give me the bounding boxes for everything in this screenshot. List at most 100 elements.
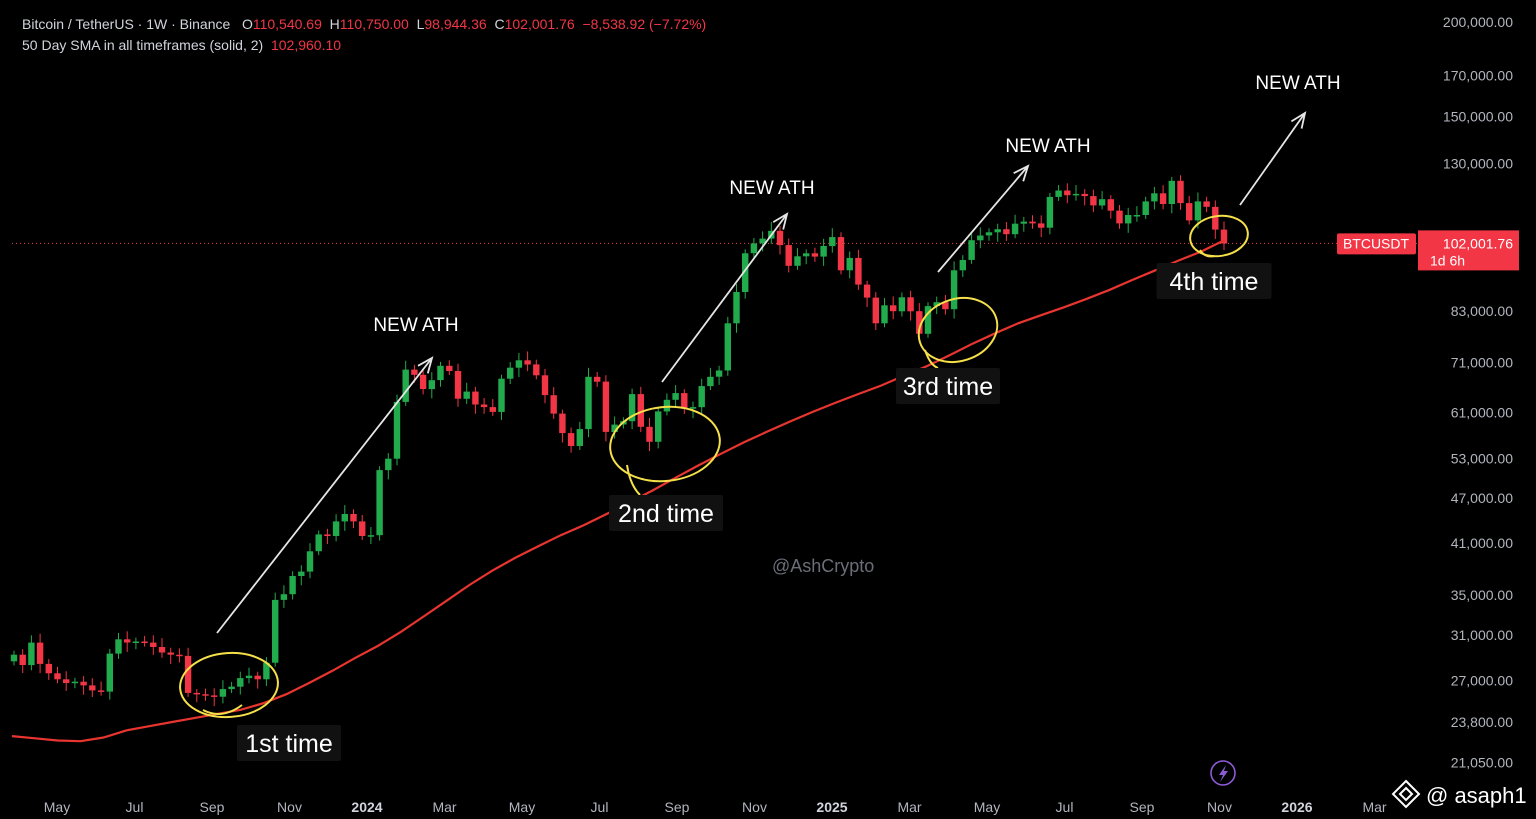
price-axis[interactable]: 200,000.00 170,000.00 150,000.00 130,000.00… <box>1443 14 1513 770</box>
price-tick-label: 21,050.00 <box>1451 754 1513 770</box>
candle-body <box>672 393 679 400</box>
candle-body <box>80 681 87 686</box>
candle-body <box>872 297 879 324</box>
bar-countdown: 1d 6h <box>1430 252 1465 268</box>
candle-body <box>933 302 940 307</box>
touch-label-bg <box>1156 263 1272 299</box>
candle-body <box>559 413 566 434</box>
candle-body <box>463 391 470 399</box>
candle-body <box>533 364 540 376</box>
low-value: 98,944.36 <box>424 16 487 32</box>
candle-body <box>811 253 819 257</box>
candle-body <box>1186 203 1193 221</box>
candle-body <box>10 654 18 662</box>
candle-body <box>1203 201 1210 207</box>
arrow-head <box>772 212 789 230</box>
candle-body <box>54 673 61 680</box>
candle-body <box>594 376 601 382</box>
touch-circle-tail <box>202 704 243 715</box>
arrow-shaft <box>216 357 433 634</box>
touch-circle <box>917 297 999 363</box>
touch-label: 2nd time <box>618 500 714 528</box>
candle-body <box>480 404 488 408</box>
candle-body <box>750 243 758 254</box>
time-tick-label: 2025 <box>816 799 847 815</box>
candle-body <box>184 655 192 693</box>
candle-body <box>176 654 183 657</box>
candle-body <box>498 378 505 412</box>
price-tick-label: 41,000.00 <box>1451 535 1513 551</box>
candle-body <box>115 639 122 654</box>
candle-body <box>428 380 435 390</box>
candle-body <box>785 245 792 266</box>
candle-body <box>959 260 966 271</box>
indicator-legend[interactable]: 50 Day SMA in all timeframes (solid, 2) … <box>22 37 341 53</box>
time-tick-label: Mar <box>1362 799 1386 815</box>
candle-body <box>419 374 427 389</box>
candle-body <box>1168 180 1175 204</box>
candle-body <box>1020 221 1027 224</box>
high-value: 110,750.00 <box>339 16 409 32</box>
candle-body <box>150 642 157 647</box>
candle-body <box>724 323 731 371</box>
candle-body <box>167 652 174 655</box>
symbol-tag <box>1337 233 1416 255</box>
candle-body <box>1029 221 1036 224</box>
new-ath-label: NEW ATH <box>373 315 458 336</box>
candle-body <box>1064 190 1071 196</box>
candle-body <box>698 386 705 408</box>
candle-body <box>202 694 209 696</box>
candle-body <box>733 292 740 324</box>
candle-body <box>385 458 392 471</box>
candle-body <box>742 253 749 292</box>
candle-body <box>237 678 244 687</box>
candle-body <box>1151 193 1158 202</box>
candle-body <box>855 257 862 285</box>
candle-body <box>1125 215 1132 224</box>
candle-body <box>524 360 531 365</box>
candle-body <box>942 302 949 310</box>
candle-body <box>97 690 105 692</box>
candle-body <box>324 534 331 536</box>
time-tick-label: May <box>974 799 1000 815</box>
time-tick-label: Nov <box>742 799 767 815</box>
candle-body <box>924 306 932 334</box>
touch-circle <box>179 651 279 719</box>
touch-circle-tail <box>1199 249 1215 258</box>
candle-body <box>611 424 618 432</box>
candle-body <box>272 599 279 663</box>
lightning-icon[interactable] <box>1210 760 1236 786</box>
candle-body <box>367 535 375 537</box>
time-tick-label: 2026 <box>1281 799 1312 815</box>
arrow-head <box>1013 164 1030 182</box>
open-value: 110,540.69 <box>252 16 322 32</box>
candle-body <box>341 514 348 522</box>
candle-body <box>846 257 853 271</box>
candle-body <box>898 297 906 312</box>
annotations: NEW ATH NEW ATH NEW ATH NEW ATH 1st time 2nd … <box>179 73 1341 761</box>
close-value: 102,001.76 <box>504 16 575 32</box>
candle-body <box>994 229 1001 233</box>
candle-body <box>1194 201 1202 221</box>
price-tick-label: 27,000.00 <box>1451 673 1513 689</box>
time-axis[interactable]: May Jul Sep Nov 2024 Mar May Jul Sep Nov 2025 Mar Ma… <box>44 799 1387 815</box>
candle-body <box>472 391 479 405</box>
time-tick-label: Nov <box>277 799 302 815</box>
candle-body <box>646 426 653 442</box>
candle-body <box>515 360 523 368</box>
touch-label-bg <box>237 725 341 761</box>
candle-body <box>985 232 993 236</box>
candle-body <box>1038 223 1045 228</box>
candle-body <box>245 675 253 679</box>
candle-body <box>1090 196 1097 206</box>
price-tick-label: 47,000.00 <box>1451 490 1513 506</box>
candle-body <box>1212 206 1219 230</box>
candles <box>10 175 1228 707</box>
time-tick-label: May <box>44 799 70 815</box>
candle-body <box>1098 199 1106 206</box>
candle-body <box>411 369 418 375</box>
time-tick-label: 2024 <box>351 799 382 815</box>
time-tick-label: Jul <box>126 799 144 815</box>
